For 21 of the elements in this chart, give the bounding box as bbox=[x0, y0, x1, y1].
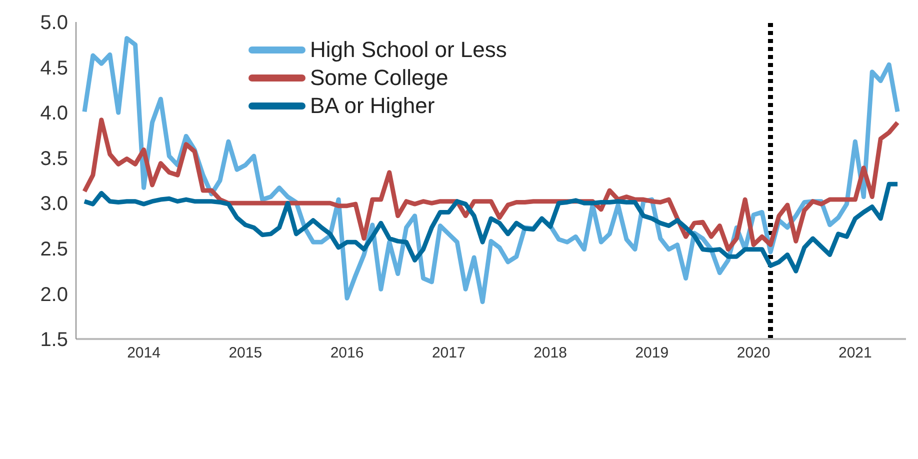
x-tick-label: 2020 bbox=[736, 344, 770, 362]
x-tick-label: 2015 bbox=[228, 344, 262, 362]
x-tick-label: 2021 bbox=[838, 344, 872, 362]
y-tick-label: 4.0 bbox=[40, 102, 68, 125]
x-tick-label: 2017 bbox=[432, 344, 466, 362]
legend-label: BA or Higher bbox=[310, 92, 435, 120]
line-series bbox=[82, 182, 900, 274]
y-tick-label: 3.0 bbox=[40, 193, 68, 216]
legend-label: Some College bbox=[310, 64, 448, 92]
y-tick-label: 5.0 bbox=[40, 12, 68, 34]
legend-label: High School or Less bbox=[310, 36, 507, 64]
y-tick-label: 1.5 bbox=[40, 329, 68, 352]
y-tick-label: 2.0 bbox=[40, 284, 68, 306]
x-tick-label: 2018 bbox=[534, 344, 567, 362]
x-tick-label: 2019 bbox=[635, 344, 669, 362]
y-tick-label: 2.5 bbox=[40, 238, 68, 261]
x-tick-label: 2014 bbox=[127, 344, 160, 362]
x-tick-label: 2016 bbox=[330, 344, 364, 362]
y-tick-label: 3.5 bbox=[40, 148, 68, 170]
y-tick-label: 4.5 bbox=[40, 57, 68, 80]
line-series bbox=[82, 118, 900, 252]
